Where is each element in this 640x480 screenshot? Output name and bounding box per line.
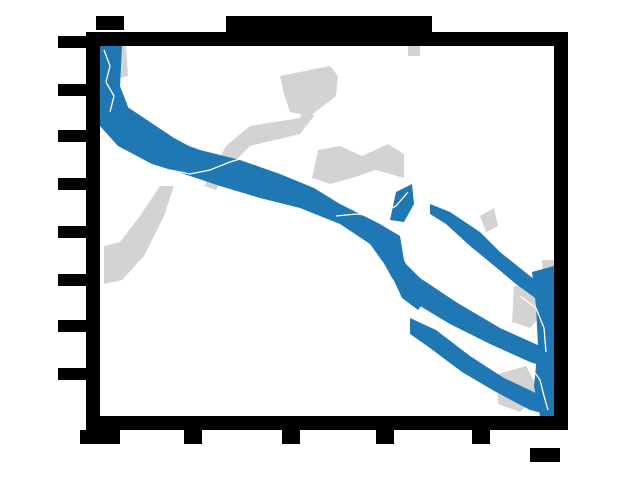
gray-regions [100,46,554,412]
shore-line-southeast [529,365,549,411]
water-bands [100,46,554,416]
gray-region-north [280,66,338,116]
map-title [226,16,432,32]
y-axis-top-label [96,16,124,30]
x-axis-unit-label [530,448,560,462]
water-center-fork [390,184,414,222]
shore-lines [103,49,549,411]
gray-region-center [312,144,404,184]
map-canvas [100,46,554,416]
gray-region-north-link [204,104,314,190]
gray-region-west-strip [104,186,174,284]
x-axis-tick-5 [472,430,490,444]
water-mid-branch [380,256,554,370]
water-upper-branch [100,86,200,162]
y-axis-tick-7 [58,320,88,332]
x-axis-tick-1 [80,430,120,444]
shore-line-central [169,155,271,175]
shore-line-east [519,295,547,353]
y-axis-tick-4 [58,178,88,190]
water-lower-branch [410,318,554,416]
water-east-branch [430,204,554,306]
x-axis-tick-3 [282,430,300,444]
y-axis-tick-8 [58,368,88,380]
shore-line-center-east [335,191,409,217]
y-axis-tick-3 [58,130,88,142]
water-east-coast [532,266,554,416]
gray-region-east-small [480,208,498,232]
y-axis-tick-2 [58,84,88,96]
x-axis-tick-4 [376,430,394,444]
y-axis-tick-5 [58,226,88,238]
gray-region-small-square [408,46,420,56]
water-main-channel [100,46,424,310]
shore-line-north [103,49,115,113]
x-axis-tick-2 [184,430,202,444]
y-axis-tick-6 [58,274,88,286]
y-axis-tick-1 [58,36,88,48]
